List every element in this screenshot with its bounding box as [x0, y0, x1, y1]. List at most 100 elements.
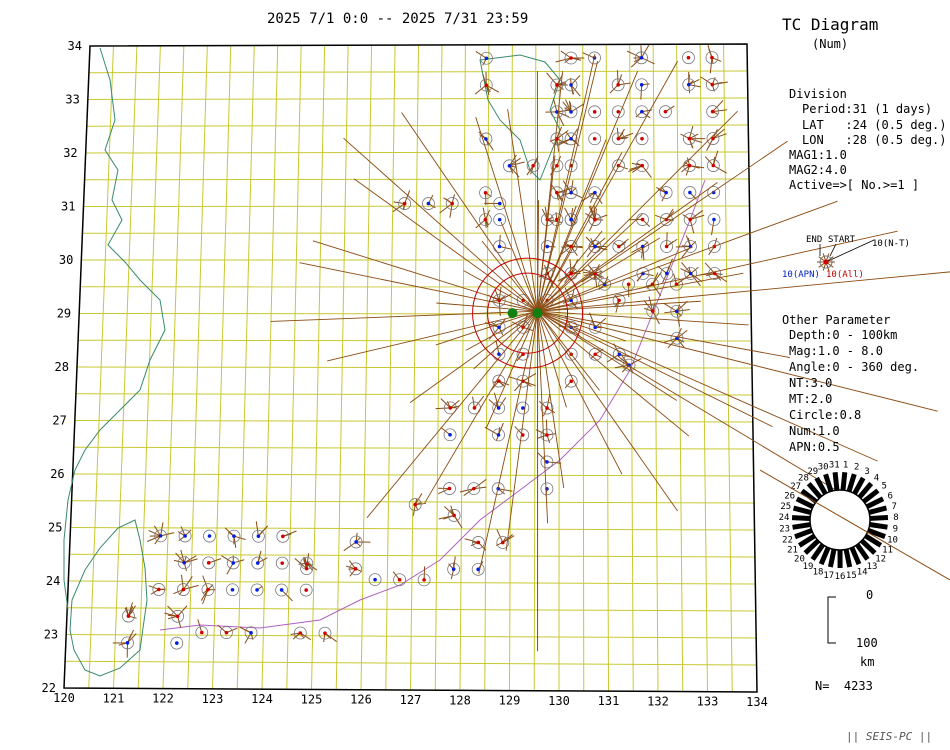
event-circle	[244, 626, 258, 640]
event-tail	[556, 109, 572, 113]
lon-tick-label: 132	[647, 694, 669, 708]
event-tail	[556, 138, 560, 152]
lon-tick-label: 123	[202, 692, 224, 706]
event-dot	[496, 433, 501, 437]
param-circle: Circle:0.8	[789, 408, 862, 422]
event-circle	[447, 562, 461, 576]
event-circle	[492, 428, 505, 442]
event-dot	[710, 82, 715, 87]
ryukyu-trench	[159, 179, 706, 631]
event-circle	[480, 51, 493, 65]
event-circle	[293, 626, 307, 640]
event-tail	[498, 422, 504, 436]
event-dot	[711, 163, 716, 168]
grid-parallel	[85, 151, 749, 154]
grid-parallel	[86, 124, 749, 127]
event-tail	[547, 219, 563, 224]
event-dot	[484, 83, 489, 87]
event-dot	[569, 217, 573, 222]
event-tail	[473, 478, 487, 490]
lat-tick-label: 32	[63, 146, 77, 160]
event-tail	[127, 629, 134, 644]
hotspot-tail	[435, 310, 538, 346]
event-tail	[281, 589, 293, 602]
event-tail	[306, 553, 310, 569]
event-tail	[498, 488, 513, 492]
rose-day-label: 10	[887, 535, 898, 545]
lat-tick-label: 29	[57, 307, 71, 321]
event-tail	[127, 602, 133, 617]
hotspot-long-tail	[537, 140, 788, 312]
event-circle	[493, 213, 507, 227]
event-circle	[170, 636, 184, 650]
event-circle	[611, 78, 625, 92]
event-tail	[552, 98, 558, 113]
hotspot-tail	[327, 310, 538, 362]
event-dot	[497, 352, 501, 356]
event-tail	[148, 529, 161, 537]
event-tail	[148, 585, 160, 590]
event-circle	[659, 186, 673, 199]
rose-bar	[868, 505, 888, 515]
event-dot	[373, 577, 377, 582]
lat-tick-label: 30	[59, 253, 73, 267]
event-tail	[581, 273, 596, 283]
event-tail	[226, 562, 234, 575]
rose-day-label: 25	[780, 502, 791, 512]
event-circle	[684, 267, 698, 280]
hotspot-tail	[537, 237, 661, 312]
hotspot-tail	[343, 137, 538, 312]
grid-parallel	[69, 553, 755, 558]
legend-all-label: 10(All)	[826, 270, 864, 280]
rose-day-label: 14	[857, 567, 868, 577]
hotspot-tail	[500, 221, 538, 312]
event-circle	[635, 132, 649, 146]
taiwan-coastline	[69, 519, 148, 677]
event-dot	[555, 163, 559, 168]
event-tail	[629, 165, 643, 170]
event-dot	[397, 577, 402, 582]
hotspot-tail	[475, 116, 539, 312]
event-circle	[275, 556, 289, 570]
event-tail	[666, 232, 668, 247]
event-tail	[546, 461, 562, 464]
event-dot	[688, 271, 693, 276]
event-circle	[660, 240, 673, 253]
event-circle	[121, 636, 134, 650]
event-dot	[639, 56, 644, 60]
event-circle	[540, 428, 554, 442]
event-circle	[491, 482, 505, 496]
event-circle	[178, 529, 192, 543]
event-tail	[689, 210, 704, 220]
event-tail	[556, 129, 569, 140]
rose-bar	[792, 505, 812, 515]
event-dot	[545, 433, 549, 437]
event-circle	[203, 529, 216, 543]
hotspot-long-tail	[537, 61, 599, 312]
event-circle	[706, 105, 720, 118]
event-dot	[230, 587, 235, 592]
hotspot-ring	[487, 272, 569, 354]
hotspot-tail	[537, 310, 678, 401]
event-circle	[684, 240, 697, 253]
rose-bar	[869, 515, 889, 521]
grid-parallel	[70, 527, 755, 531]
event-dot	[688, 217, 692, 222]
event-dot	[206, 561, 211, 565]
event-circle	[275, 583, 289, 597]
event-dot	[627, 363, 631, 367]
map-frame	[63, 43, 758, 693]
hotspot-tail	[537, 139, 607, 312]
event-tail	[202, 589, 209, 605]
event-circle	[479, 78, 493, 92]
event-circle	[177, 583, 190, 596]
event-tail	[459, 488, 474, 493]
rose-bar	[849, 546, 862, 566]
rose-bar	[864, 533, 883, 548]
other-heading: Other Parameter	[782, 313, 891, 327]
event-dot	[640, 136, 644, 141]
event-tail	[546, 72, 558, 86]
event-circle	[540, 455, 554, 469]
lat-tick-label: 22	[42, 681, 56, 695]
rose-bar	[846, 473, 857, 493]
